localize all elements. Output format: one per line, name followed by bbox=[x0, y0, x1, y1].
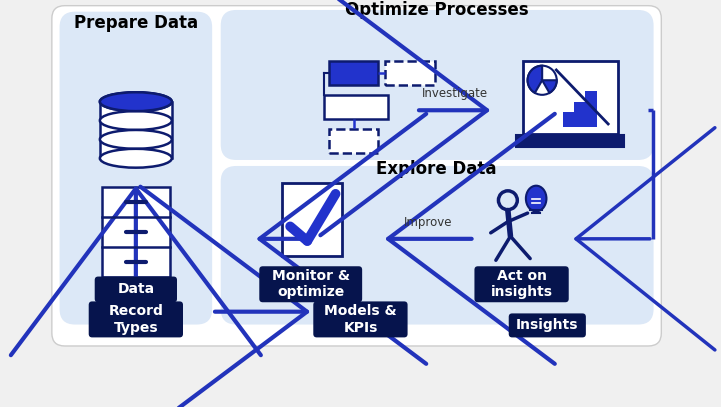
Text: Insights: Insights bbox=[516, 318, 578, 333]
Ellipse shape bbox=[99, 111, 172, 130]
Ellipse shape bbox=[526, 186, 547, 211]
FancyBboxPatch shape bbox=[60, 12, 212, 324]
FancyBboxPatch shape bbox=[94, 276, 177, 302]
FancyBboxPatch shape bbox=[314, 302, 407, 337]
Text: Explore Data: Explore Data bbox=[376, 160, 497, 178]
Bar bbox=[523, 61, 618, 134]
Ellipse shape bbox=[99, 130, 172, 149]
Bar bbox=[585, 92, 597, 127]
FancyBboxPatch shape bbox=[260, 266, 362, 302]
FancyBboxPatch shape bbox=[221, 10, 654, 160]
FancyBboxPatch shape bbox=[221, 166, 654, 324]
Bar bbox=[324, 95, 388, 119]
Ellipse shape bbox=[99, 149, 172, 168]
Circle shape bbox=[528, 66, 557, 95]
FancyBboxPatch shape bbox=[52, 6, 661, 346]
Bar bbox=[516, 135, 624, 147]
Ellipse shape bbox=[99, 92, 172, 111]
Bar bbox=[102, 187, 170, 278]
Text: Monitor &
optimize: Monitor & optimize bbox=[272, 269, 350, 300]
Bar bbox=[329, 129, 379, 153]
Text: Investigate: Investigate bbox=[422, 87, 488, 100]
Text: Record
Types: Record Types bbox=[108, 304, 163, 335]
Bar bbox=[385, 61, 435, 85]
Bar bbox=[562, 112, 575, 127]
Text: Act on
insights: Act on insights bbox=[490, 269, 552, 300]
Text: Data: Data bbox=[118, 282, 154, 296]
Text: Prepare Data: Prepare Data bbox=[74, 14, 198, 32]
Bar bbox=[329, 61, 379, 85]
Text: Models &
KPIs: Models & KPIs bbox=[324, 304, 397, 335]
FancyBboxPatch shape bbox=[474, 266, 569, 302]
Ellipse shape bbox=[99, 92, 172, 111]
Bar bbox=[574, 102, 586, 127]
Wedge shape bbox=[542, 80, 557, 93]
FancyBboxPatch shape bbox=[89, 302, 183, 337]
Bar bbox=[99, 102, 172, 158]
Bar bbox=[282, 183, 342, 256]
Wedge shape bbox=[528, 66, 542, 93]
Text: Optimize Processes: Optimize Processes bbox=[345, 1, 528, 20]
Text: Improve: Improve bbox=[404, 216, 452, 229]
FancyBboxPatch shape bbox=[509, 313, 586, 337]
